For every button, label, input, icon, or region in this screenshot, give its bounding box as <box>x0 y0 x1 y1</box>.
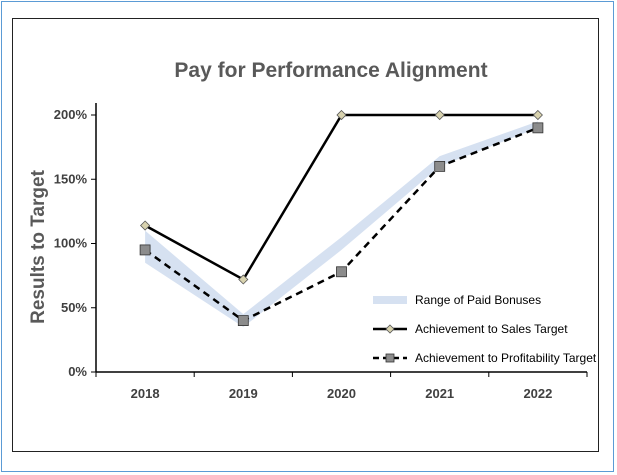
point-sales <box>434 109 445 121</box>
legend-marker-sales <box>385 324 395 334</box>
series-line-profitability <box>144 126 539 323</box>
y-tick-label: 0% <box>68 364 87 379</box>
legend: Range of Paid Bonuses Achievement to Sal… <box>373 293 597 365</box>
legend-swatch-range <box>373 296 407 304</box>
x-tick-label: 2022 <box>523 386 552 401</box>
point-sales <box>238 274 249 285</box>
point-profitability <box>336 266 347 278</box>
chart-title: Pay for Performance Alignment <box>174 59 487 82</box>
x-tick-label: 2021 <box>425 386 454 401</box>
y-tick-label: 50% <box>61 300 87 315</box>
x-tick-label: 2019 <box>229 386 258 401</box>
series-line-sales <box>144 113 538 282</box>
point-profitability <box>532 122 544 134</box>
legend-marker-profitability <box>385 353 395 363</box>
chart-area: Pay for Performance Alignment Results to… <box>12 18 599 452</box>
y-axis-label: Results to Target <box>28 169 49 323</box>
y-tick-label: 100% <box>54 236 88 251</box>
y-tick-label: 200% <box>54 107 88 122</box>
point-sales <box>140 220 151 231</box>
point-sales <box>336 109 347 121</box>
point-profitability <box>139 244 151 256</box>
y-tick-label: 150% <box>54 171 88 186</box>
point-sales <box>532 109 543 121</box>
legend-label-sales: Achievement to Sales Target <box>415 322 568 336</box>
point-profitability <box>237 315 249 327</box>
chart-svg: Pay for Performance Alignment Results to… <box>28 59 597 401</box>
plot-area: 0% 50% 100% 150% 200% 2018 2019 2020 2021 2022 <box>54 103 588 401</box>
x-tick-label: 2020 <box>327 386 356 401</box>
legend-label-profitability: Achievement to Profitability Target <box>415 351 597 365</box>
legend-label-range: Range of Paid Bonuses <box>415 293 541 307</box>
point-profitability <box>434 160 446 172</box>
x-tick-label: 2018 <box>131 386 160 401</box>
